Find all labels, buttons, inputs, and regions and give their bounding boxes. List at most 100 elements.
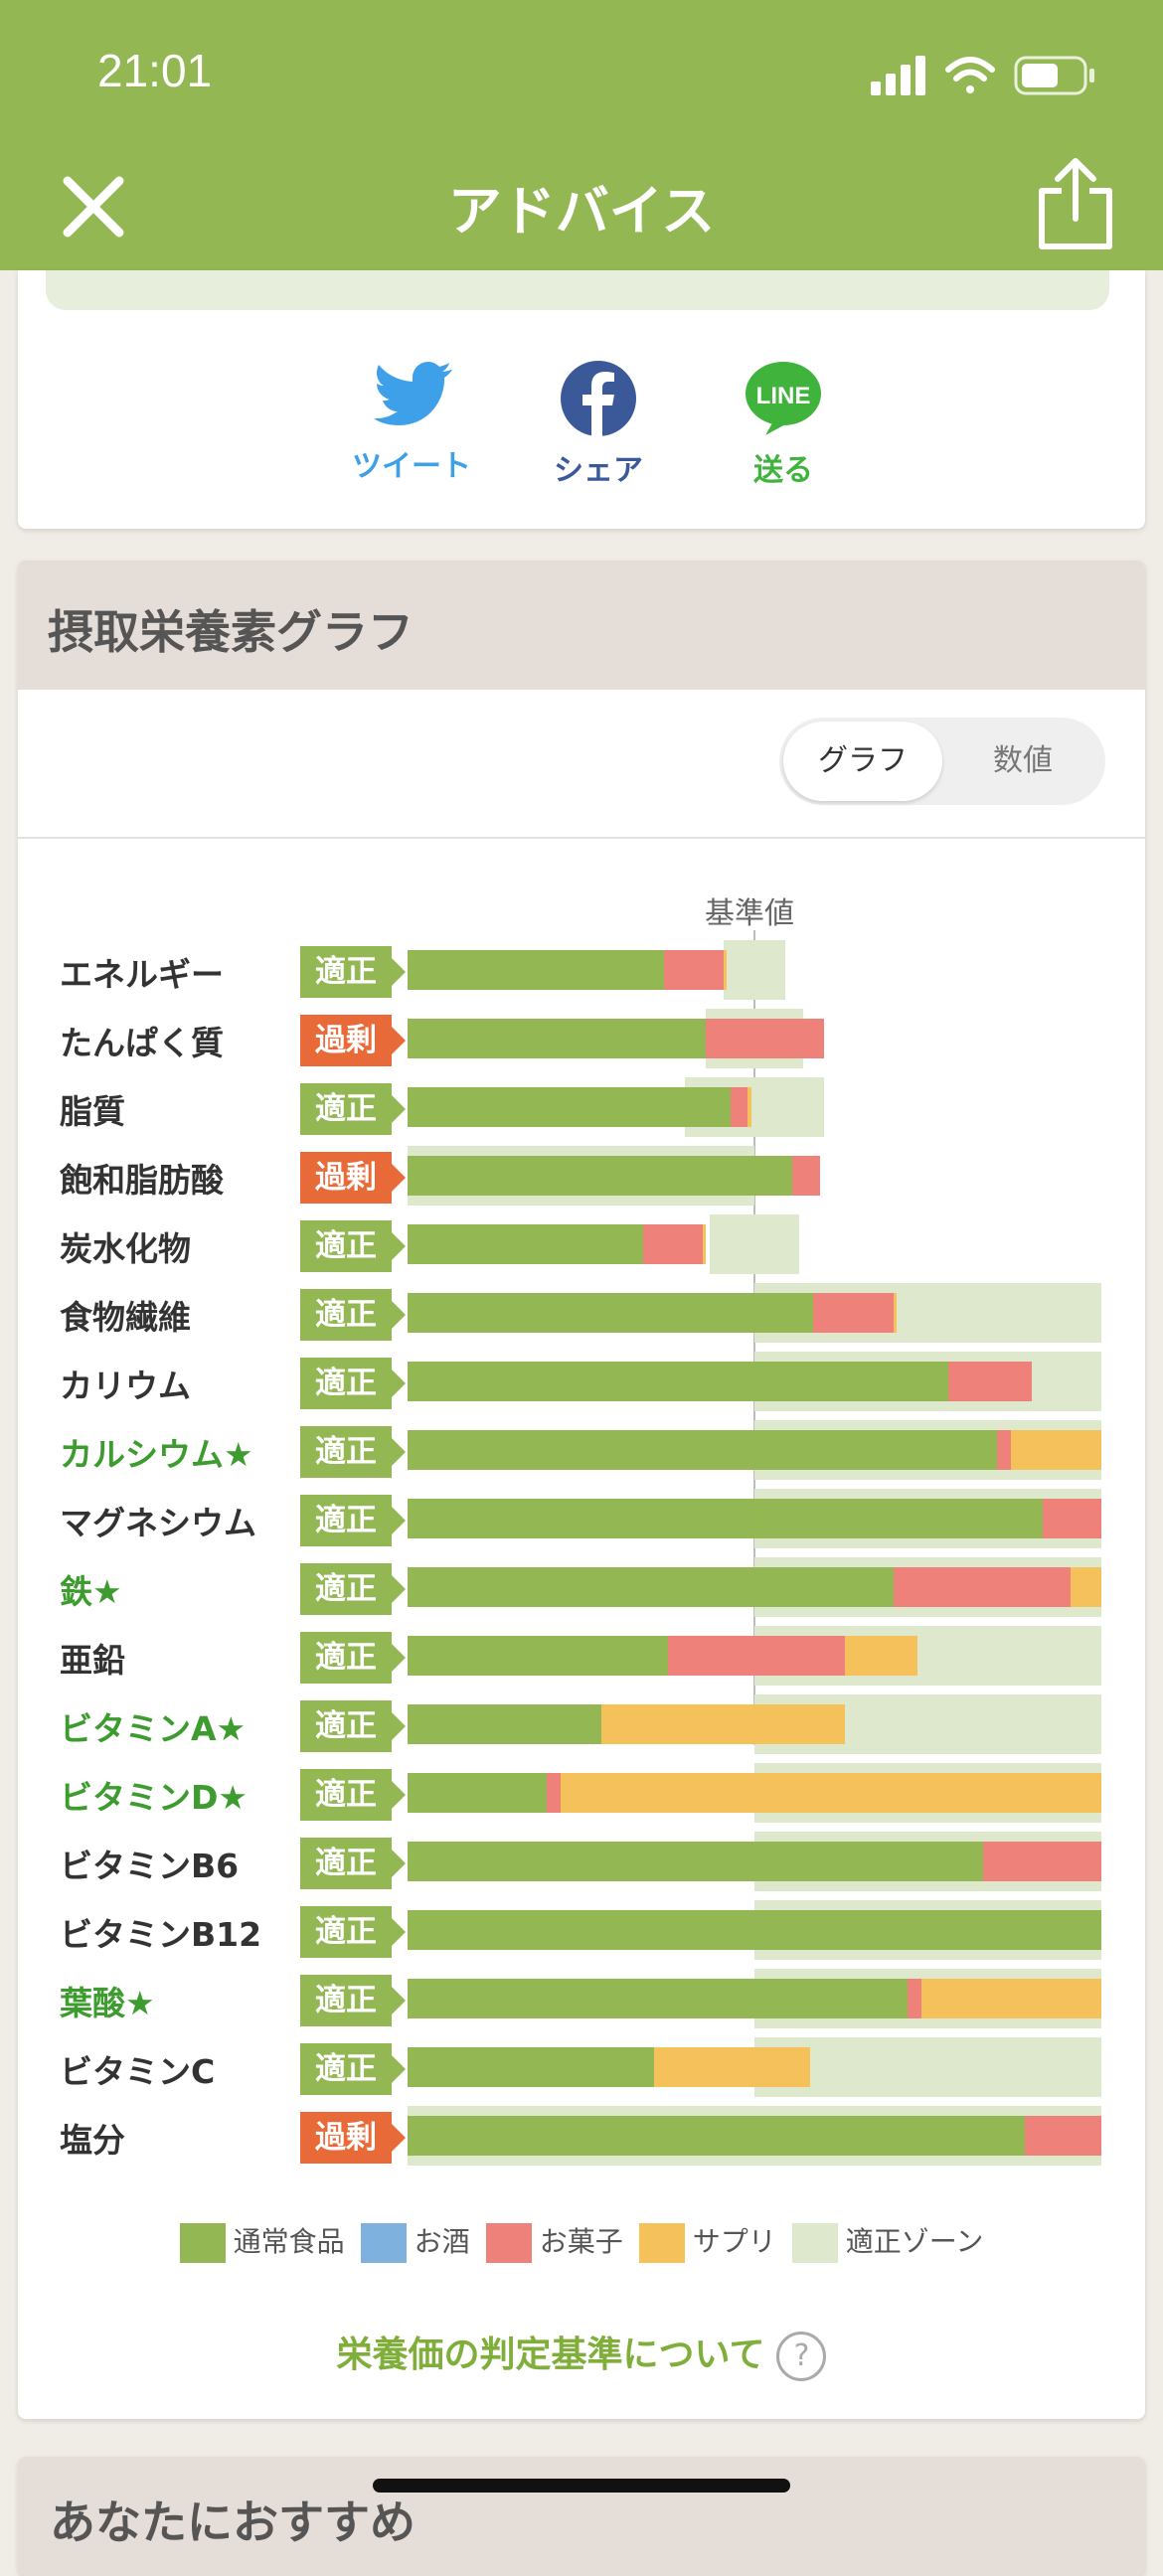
help-icon: ? bbox=[776, 2332, 827, 2381]
bar-segment bbox=[893, 1293, 898, 1333]
nutrient-row: カルシウム★ 適正 bbox=[18, 1418, 1145, 1487]
bar-segment bbox=[893, 1567, 1071, 1607]
nutrient-name: エネルギー bbox=[60, 955, 224, 994]
bar-area bbox=[408, 1009, 1101, 1068]
facebook-label: シェア bbox=[554, 453, 643, 488]
criteria-link[interactable]: 栄養価の判定基準について? bbox=[18, 2326, 1145, 2381]
bar-segment bbox=[983, 1842, 1101, 1881]
battery-icon bbox=[1014, 56, 1094, 95]
bar-area bbox=[408, 1489, 1101, 1548]
share-button[interactable] bbox=[1032, 157, 1119, 252]
legend-swatch bbox=[638, 2223, 685, 2263]
criteria-link-label: 栄養価の判定基準について bbox=[336, 2334, 765, 2375]
legend-swatch bbox=[360, 2223, 407, 2263]
legend-item: サプリ bbox=[638, 2220, 776, 2263]
bar-segment bbox=[408, 1842, 984, 1881]
legend-swatch bbox=[179, 2223, 226, 2263]
status-time: 21:01 bbox=[97, 45, 213, 96]
legend-item: お菓子 bbox=[485, 2220, 623, 2263]
bar-segment bbox=[792, 1156, 821, 1196]
bar-segment bbox=[723, 950, 728, 990]
nutrient-name: ビタミンB12 bbox=[60, 1915, 262, 1954]
bar-area bbox=[408, 1900, 1101, 1960]
bar-segment bbox=[601, 1704, 845, 1744]
nutrient-row: 炭水化物 適正 bbox=[18, 1212, 1145, 1281]
nutrient-name: 鉄★ bbox=[60, 1572, 122, 1611]
divider bbox=[18, 837, 1145, 839]
bar-segment bbox=[546, 1773, 561, 1813]
legend-item: お酒 bbox=[360, 2220, 470, 2263]
bar-area bbox=[408, 2106, 1101, 2166]
nutrient-name: ビタミンD★ bbox=[60, 1778, 248, 1817]
nutrient-row: 亜鉛 適正 bbox=[18, 1624, 1145, 1692]
bar-segment bbox=[1042, 1499, 1101, 1538]
nutrient-row: エネルギー 適正 bbox=[18, 938, 1145, 1007]
status-badge: 適正 bbox=[300, 1700, 406, 1752]
bar-area bbox=[408, 1077, 1101, 1137]
bar-area bbox=[408, 2037, 1101, 2097]
bar-segment bbox=[653, 2047, 810, 2087]
status-badge: 適正 bbox=[300, 1838, 406, 1889]
status-badge: 適正 bbox=[300, 946, 406, 998]
nutrient-row: 鉄★ 適正 bbox=[18, 1555, 1145, 1624]
legend-item: 適正ゾーン bbox=[791, 2220, 984, 2263]
facebook-icon bbox=[561, 361, 636, 436]
close-icon bbox=[63, 176, 124, 238]
nutrient-row: カリウム 適正 bbox=[18, 1350, 1145, 1418]
nutrient-name: 脂質 bbox=[60, 1092, 125, 1131]
graph-card-header: 摂取栄養素グラフ bbox=[18, 561, 1145, 690]
bar-segment bbox=[408, 1773, 547, 1813]
bar-segment bbox=[706, 1019, 824, 1058]
nutrient-row: 葉酸★ 適正 bbox=[18, 1967, 1145, 2035]
bar-segment bbox=[667, 1636, 845, 1676]
bar-segment bbox=[408, 2047, 654, 2087]
toggle-graph[interactable]: グラフ bbox=[783, 722, 942, 801]
facebook-share-button[interactable]: シェア bbox=[529, 360, 668, 489]
status-badge: 適正 bbox=[300, 1906, 406, 1958]
bar-segment bbox=[813, 1293, 894, 1333]
bar-area bbox=[408, 1557, 1101, 1617]
bar-area bbox=[408, 1969, 1101, 2028]
nutrient-name: 葉酸★ bbox=[60, 1984, 155, 2022]
status-badge: 適正 bbox=[300, 1495, 406, 1546]
bar-segment bbox=[560, 1773, 1101, 1813]
line-icon: LINE bbox=[746, 362, 821, 435]
nutrient-row: マグネシウム 適正 bbox=[18, 1487, 1145, 1555]
optimal-zone bbox=[709, 1214, 800, 1274]
bar-segment bbox=[1070, 1567, 1101, 1607]
status-badge: 適正 bbox=[300, 1358, 406, 1409]
status-badge: 適正 bbox=[300, 1083, 406, 1135]
nutrient-row: ビタミンD★ 適正 bbox=[18, 1761, 1145, 1830]
line-send-button[interactable]: LINE 送る bbox=[714, 360, 853, 489]
bar-segment bbox=[844, 1636, 918, 1676]
close-button[interactable] bbox=[54, 167, 133, 246]
nutrient-row: ビタミンC 適正 bbox=[18, 2035, 1145, 2104]
optimal-zone bbox=[754, 2037, 1101, 2097]
bar-segment bbox=[408, 1910, 1101, 1950]
bar-segment bbox=[408, 1430, 998, 1470]
bar-segment bbox=[408, 1362, 949, 1401]
bar-area bbox=[408, 1832, 1101, 1891]
bar-segment bbox=[730, 1087, 748, 1127]
legend-swatch bbox=[791, 2223, 838, 2263]
bar-area bbox=[408, 1352, 1101, 1411]
view-toggle: グラフ 数値 bbox=[779, 718, 1105, 805]
status-badge: 過剰 bbox=[300, 1152, 406, 1204]
bar-segment bbox=[997, 1430, 1012, 1470]
status-badge: 適正 bbox=[300, 1220, 406, 1272]
nutrient-row: たんぱく質 過剰 bbox=[18, 1007, 1145, 1075]
advice-box-bottom bbox=[46, 270, 1109, 310]
tweet-button[interactable]: ツイート bbox=[342, 360, 481, 485]
bar-area bbox=[408, 1694, 1101, 1754]
legend-label: 適正ゾーン bbox=[845, 2225, 984, 2258]
nutrient-name: 亜鉛 bbox=[60, 1641, 125, 1680]
toggle-values[interactable]: 数値 bbox=[993, 743, 1053, 778]
nutrient-row: 塩分 過剰 bbox=[18, 2104, 1145, 2173]
graph-card-title: 摂取栄養素グラフ bbox=[48, 605, 414, 659]
tweet-label: ツイート bbox=[352, 449, 471, 484]
nutrient-name: 飽和脂肪酸 bbox=[60, 1161, 224, 1200]
status-badge: 適正 bbox=[300, 1563, 406, 1615]
nutrient-row: 脂質 適正 bbox=[18, 1075, 1145, 1144]
signal-icon bbox=[871, 56, 925, 95]
bar-segment bbox=[664, 950, 724, 990]
